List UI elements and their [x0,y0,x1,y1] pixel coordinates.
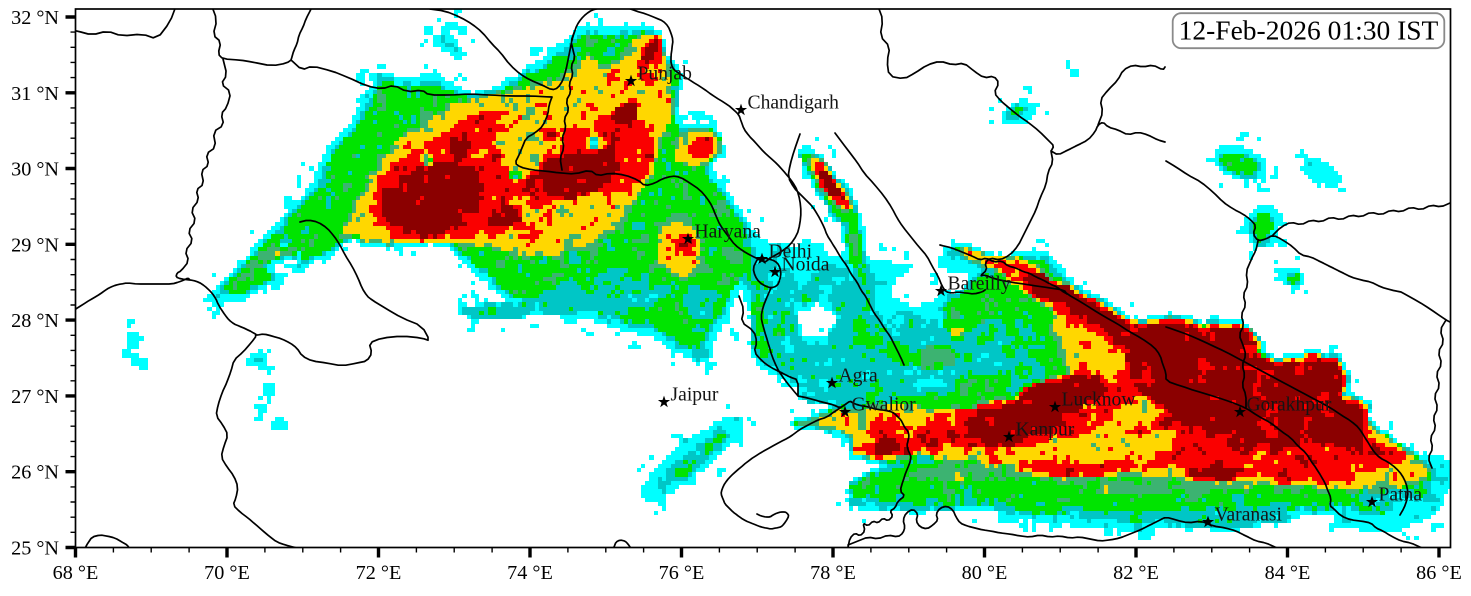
svg-text:25 °N: 25 °N [11,538,59,560]
svg-text:Haryana: Haryana [695,222,762,243]
svg-text:Kanpur: Kanpur [1016,420,1075,441]
svg-text:Patna: Patna [1379,485,1423,506]
svg-text:Delhi: Delhi [769,242,813,263]
svg-text:70 °E: 70 °E [204,562,250,584]
svg-text:Jaipur: Jaipur [671,385,719,406]
svg-text:28 °N: 28 °N [11,310,59,332]
svg-text:Gwalior: Gwalior [852,395,917,416]
svg-text:32 °N: 32 °N [11,7,59,29]
svg-text:26 °N: 26 °N [11,462,59,484]
svg-text:30 °N: 30 °N [11,159,59,181]
svg-text:78 °E: 78 °E [810,562,856,584]
svg-text:27 °N: 27 °N [11,386,59,408]
svg-text:29 °N: 29 °N [11,234,59,256]
svg-text:Bareilly: Bareilly [948,274,1011,295]
svg-text:68 °E: 68 °E [53,562,99,584]
svg-text:12-Feb-2026 01:30 IST: 12-Feb-2026 01:30 IST [1179,15,1439,46]
svg-text:82 °E: 82 °E [1113,562,1159,584]
svg-text:74 °E: 74 °E [507,562,553,584]
svg-text:84 °E: 84 °E [1265,562,1311,584]
svg-text:Agra: Agra [839,366,878,387]
svg-text:Lucknow: Lucknow [1062,390,1137,411]
svg-text:86 °E: 86 °E [1416,562,1462,584]
svg-text:Chandigarh: Chandigarh [748,93,840,114]
svg-text:Punjab: Punjab [638,64,693,85]
svg-text:80 °E: 80 °E [962,562,1008,584]
svg-text:31 °N: 31 °N [11,83,59,105]
svg-text:72 °E: 72 °E [356,562,402,584]
svg-text:Varanasi: Varanasi [1215,505,1283,526]
svg-text:76 °E: 76 °E [659,562,705,584]
svg-text:Noida: Noida [782,255,830,276]
svg-text:Gorakhpur: Gorakhpur [1247,395,1332,416]
